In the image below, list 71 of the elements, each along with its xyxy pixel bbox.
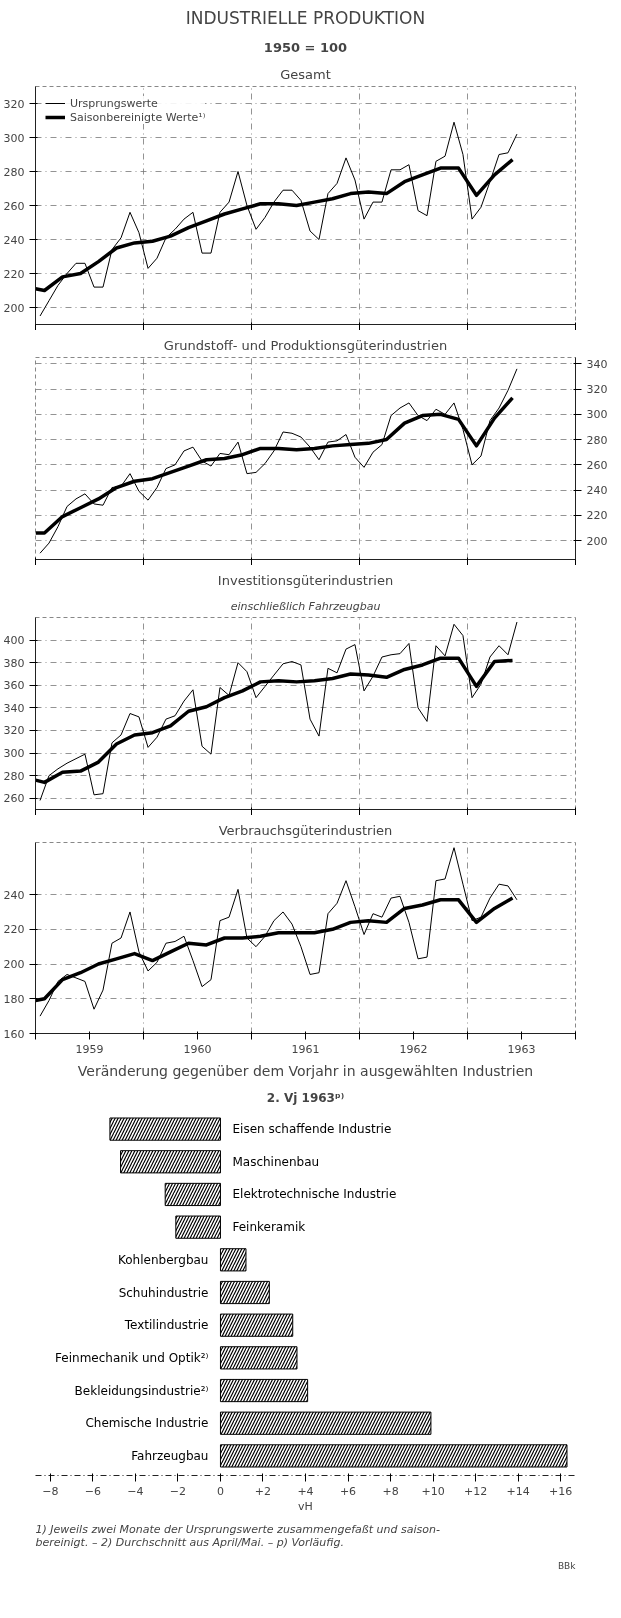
y-tick-label: 320 bbox=[3, 97, 25, 111]
chart-title: INDUSTRIELLE PRODUKTION bbox=[185, 7, 426, 28]
y-tick-label: 380 bbox=[3, 656, 25, 670]
x-tick-label: +16 bbox=[549, 1484, 573, 1498]
y-tick-label: Chemische Industrie bbox=[85, 1416, 209, 1431]
chart-title: Investitionsgüterindustrien bbox=[217, 572, 394, 588]
x-tick-label: +10 bbox=[421, 1484, 445, 1498]
y-tick-label: 400 bbox=[3, 634, 25, 648]
y2-tick-label: 260 bbox=[586, 458, 608, 472]
y-tick-label: Feinkeramik bbox=[232, 1220, 306, 1235]
x-axis-title: vH bbox=[298, 1499, 313, 1513]
y-tick-label: 160 bbox=[3, 1027, 25, 1041]
legend-label: Ursprungswerte bbox=[70, 96, 158, 110]
y-tick-label: 300 bbox=[3, 747, 25, 761]
chart-subtitle: einschließlich Fahrzeugbau bbox=[230, 599, 381, 613]
y-tick-label: 220 bbox=[3, 923, 25, 937]
y2-tick-label: 240 bbox=[586, 484, 608, 498]
y-tick-label: 240 bbox=[3, 233, 25, 247]
legend-label: Saisonbereinigte Werte¹⁾ bbox=[70, 110, 206, 124]
y2-tick-label: 320 bbox=[586, 383, 608, 397]
chart-title: Grundstoff- und Produktionsgüterindustrien bbox=[163, 337, 448, 353]
x-tick-label: +6 bbox=[339, 1484, 357, 1498]
x-tick-label: −8 bbox=[42, 1484, 59, 1498]
y2-tick-label: 200 bbox=[586, 534, 608, 548]
y2-tick-label: 280 bbox=[586, 433, 608, 447]
y-tick-label: 260 bbox=[3, 199, 25, 213]
x-tick-label: −2 bbox=[169, 1484, 187, 1498]
y-tick-label: 200 bbox=[3, 958, 25, 972]
y-tick-label: Feinmechanik und Optik²⁾ bbox=[55, 1350, 209, 1365]
y-tick-label: 340 bbox=[3, 701, 25, 715]
x-tick-label: −6 bbox=[84, 1484, 102, 1498]
y-tick-label: Kohlenbergbau bbox=[118, 1252, 209, 1267]
x-tick-label: 1961 bbox=[291, 1042, 320, 1056]
y-tick-label: 280 bbox=[3, 165, 25, 179]
y-tick-label: 280 bbox=[3, 769, 25, 783]
x-tick-label: 0 bbox=[216, 1484, 224, 1498]
x-tick-label: 1963 bbox=[507, 1042, 536, 1056]
x-tick-label: +14 bbox=[506, 1484, 530, 1498]
y-tick-label: Fahrzeugbau bbox=[131, 1448, 209, 1463]
y2-tick-label: 220 bbox=[586, 509, 608, 523]
y-tick-label: Bekleidungsindustrie²⁾ bbox=[74, 1383, 209, 1398]
x-tick-label: 1959 bbox=[75, 1042, 104, 1056]
y-tick-label: 220 bbox=[3, 267, 25, 281]
y-tick-label: 180 bbox=[3, 992, 25, 1006]
x-tick-label: 1962 bbox=[399, 1042, 428, 1056]
text: BBk bbox=[557, 1560, 577, 1571]
x-tick-label: +2 bbox=[254, 1484, 272, 1498]
chart-title: Veränderung gegenüber dem Vorjahr in ausgewählten Industrien bbox=[77, 1062, 534, 1079]
text: 1) Jeweils zwei Monate der Ursprungswerte zusammengefaßt und saison- bereinigt. – 2) Durchschnitt aus April/Mai. – p) Vorläufig. bbox=[35, 1522, 440, 1549]
y2-tick-label: 340 bbox=[586, 357, 608, 371]
y-tick-label: 360 bbox=[3, 679, 25, 693]
x-tick-label: +4 bbox=[297, 1484, 314, 1498]
y-tick-label: Elektrotechnische Industrie bbox=[232, 1187, 397, 1202]
x-tick-label: −4 bbox=[127, 1484, 144, 1498]
y-tick-label: Schuhindustrie bbox=[118, 1285, 209, 1300]
chart-title: Verbrauchsgüterindustrien bbox=[218, 822, 393, 838]
y-tick-label: 240 bbox=[3, 888, 25, 902]
chart-subtitle: 2. Vj 1963ᵖ⁾ bbox=[266, 1090, 345, 1105]
y-tick-label: 260 bbox=[3, 792, 25, 806]
x-tick-label: +12 bbox=[463, 1484, 488, 1498]
text: Gesamt bbox=[280, 66, 331, 82]
y-tick-label: 320 bbox=[3, 724, 25, 738]
y-tick-label: 300 bbox=[3, 131, 25, 145]
y-tick-label: Maschinenbau bbox=[232, 1154, 320, 1169]
y2-tick-label: 300 bbox=[586, 408, 608, 422]
x-tick-label: 1960 bbox=[183, 1042, 212, 1056]
y-tick-label: Textilindustrie bbox=[123, 1318, 209, 1333]
chart-subtitle: 1950 = 100 bbox=[263, 39, 348, 55]
x-tick-label: +8 bbox=[382, 1484, 399, 1498]
y-tick-label: Eisen schaffende Industrie bbox=[232, 1122, 392, 1137]
y-tick-label: 200 bbox=[3, 301, 25, 315]
